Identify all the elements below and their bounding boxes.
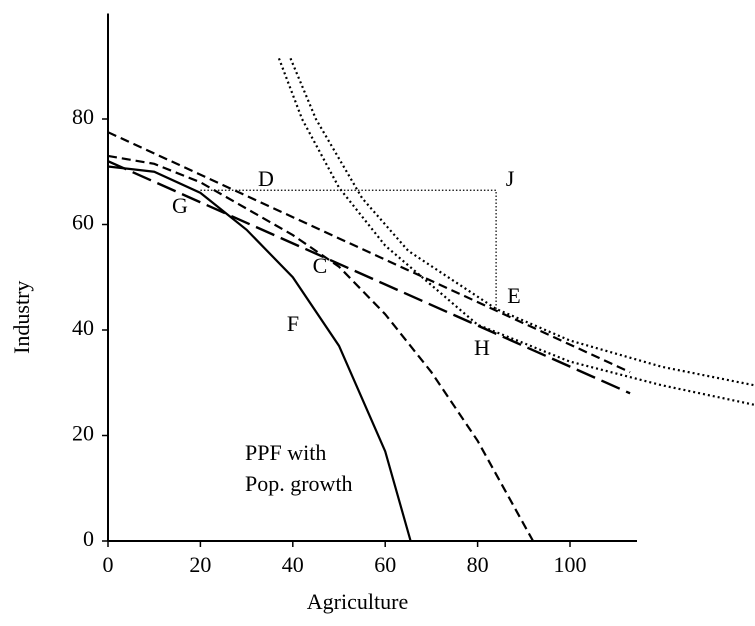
annotation: G [172, 193, 188, 218]
annotation: PPF with [245, 440, 326, 465]
x-tick-label: 60 [374, 552, 396, 577]
series-line [107, 131, 631, 374]
x-tick-label: 40 [282, 552, 304, 577]
y-tick-label: 60 [72, 210, 94, 235]
y-tick-label: 20 [72, 421, 94, 446]
series-line [107, 154, 535, 542]
x-tick-label: 20 [189, 552, 211, 577]
x-axis-label: Agriculture [307, 589, 408, 614]
x-tick-label: 100 [554, 552, 587, 577]
y-tick-label: 80 [72, 104, 94, 129]
series-line [277, 57, 755, 406]
annotation: J [506, 166, 515, 191]
series-line [107, 165, 412, 542]
series-line [289, 57, 755, 387]
series-line [200, 189, 497, 309]
annotation: D [258, 166, 274, 191]
annotation: F [287, 311, 299, 336]
y-axis-label: Industry [9, 281, 34, 354]
x-tick-label: 0 [103, 552, 114, 577]
series-line [107, 160, 631, 395]
annotation: Pop. growth [245, 471, 353, 496]
annotation: E [507, 283, 520, 308]
y-tick-label: 0 [83, 526, 94, 551]
x-tick-label: 80 [467, 552, 489, 577]
y-tick-label: 40 [72, 315, 94, 340]
annotation: C [313, 253, 328, 278]
annotation: H [474, 335, 490, 360]
